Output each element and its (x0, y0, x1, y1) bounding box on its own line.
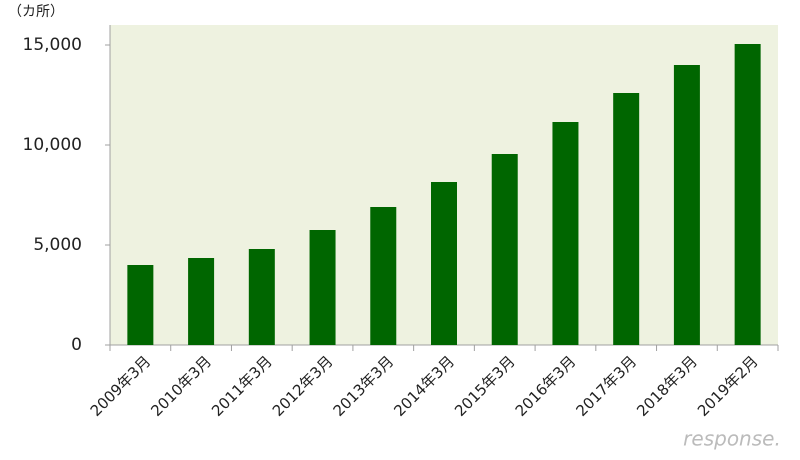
y-tick-label: 0 (71, 335, 82, 355)
bar (127, 265, 154, 345)
bar (431, 182, 457, 345)
x-tick-label: 2018年3月 (633, 352, 701, 420)
x-tick-label: 2017年3月 (573, 352, 641, 420)
bar (734, 44, 761, 345)
y-tick-label: 10,000 (23, 135, 82, 155)
bar (491, 154, 518, 345)
x-tick-label: 2009年3月 (87, 352, 155, 420)
bar (248, 249, 275, 345)
x-tick-label: 2012年3月 (269, 352, 337, 420)
x-tick-label: 2015年3月 (451, 352, 519, 420)
bar (613, 93, 640, 345)
bar (552, 122, 579, 345)
bar (673, 65, 700, 345)
x-tick-label: 2013年3月 (330, 352, 398, 420)
watermark: response. (683, 427, 781, 451)
y-tick-label: 5,000 (33, 235, 82, 255)
x-tick-label: 2014年3月 (390, 352, 458, 420)
bar (309, 230, 336, 345)
unit-label: （カ所） (8, 4, 64, 20)
x-tick-label: 2016年3月 (512, 352, 580, 420)
y-tick-label: 15,000 (23, 35, 82, 55)
bar (188, 258, 215, 345)
bar (370, 207, 397, 345)
x-tick-label: 2010年3月 (147, 352, 215, 420)
x-tick-label: 2011年3月 (208, 352, 276, 420)
x-tick-label: 2019年2月 (694, 352, 762, 420)
